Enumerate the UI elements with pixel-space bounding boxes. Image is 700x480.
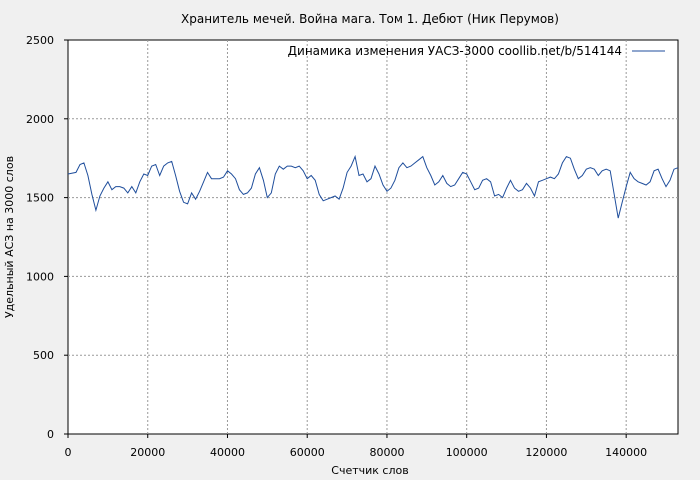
series-line [67,154,679,219]
x-tick-label: 60000 [290,446,325,459]
legend: Динамика изменения УАСЗ-3000 coollib.net… [288,44,665,58]
y-axis-label: Удельный АСЗ на 3000 слов [3,156,16,318]
y-tick-label: 500 [33,349,54,362]
grid-lines [68,40,678,434]
x-axis-ticks: 0 20000 40000 60000 80000 100000 120000 140000 [65,434,647,459]
x-tick-label: 40000 [210,446,245,459]
x-tick-label: 0 [65,446,72,459]
x-tick-label: 80000 [369,446,404,459]
x-tick-label: 100000 [446,446,488,459]
y-tick-label: 1000 [26,270,54,283]
x-tick-label: 140000 [605,446,647,459]
y-tick-label: 2500 [26,34,54,47]
x-tick-label: 20000 [130,446,165,459]
plot-area [67,39,679,435]
y-tick-label: 2000 [26,113,54,126]
y-axis-ticks: 0 500 1000 1500 2000 2500 [26,34,68,441]
legend-label: Динамика изменения УАСЗ-3000 coollib.net… [288,44,622,58]
chart-title: Хранитель мечей. Война мага. Том 1. Дебю… [181,12,559,26]
y-tick-label: 1500 [26,192,54,205]
x-axis-label: Счетчик слов [331,464,408,477]
x-tick-label: 120000 [525,446,567,459]
y-tick-label: 0 [47,428,54,441]
